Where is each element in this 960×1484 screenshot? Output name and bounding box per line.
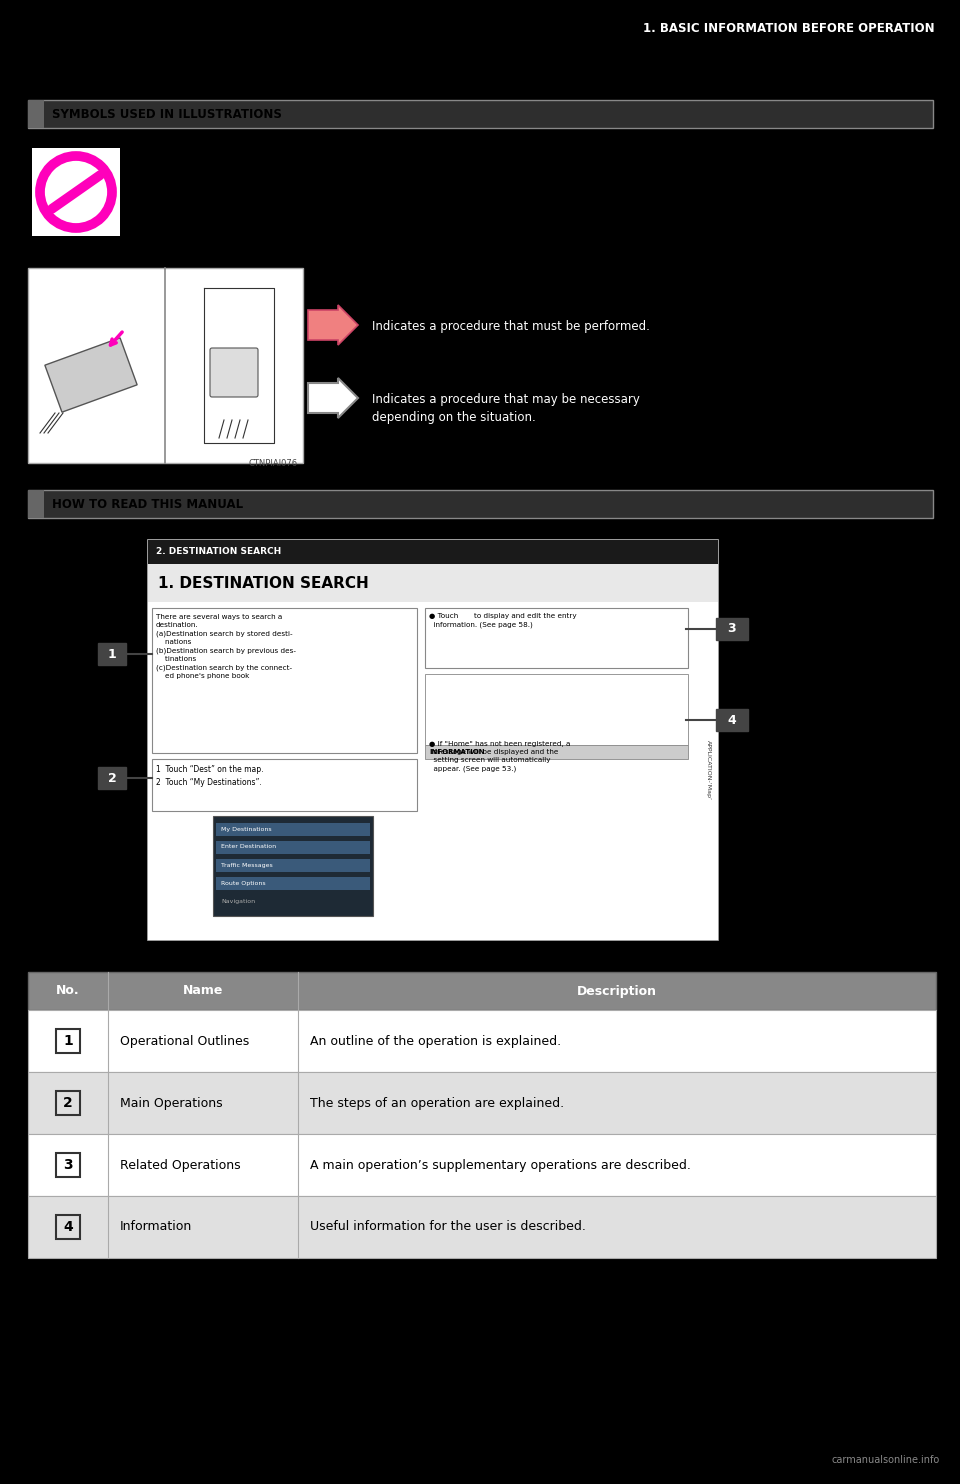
Text: INFORMATION: INFORMATION xyxy=(429,749,485,755)
Bar xyxy=(28,490,933,518)
Bar xyxy=(28,1011,936,1071)
Text: Traffic Messages: Traffic Messages xyxy=(221,862,273,868)
Bar xyxy=(28,99,933,128)
Text: HOW TO READ THIS MANUAL: HOW TO READ THIS MANUAL xyxy=(52,497,243,510)
Text: A main operation’s supplementary operations are described.: A main operation’s supplementary operati… xyxy=(310,1159,691,1171)
FancyBboxPatch shape xyxy=(210,349,258,398)
Text: 3: 3 xyxy=(728,622,736,635)
Text: Navigation: Navigation xyxy=(221,898,255,904)
Bar xyxy=(28,269,303,463)
Text: CTNPIAI076: CTNPIAI076 xyxy=(249,459,298,467)
Bar xyxy=(56,1091,80,1114)
Bar xyxy=(148,540,718,939)
Text: 1: 1 xyxy=(63,1034,73,1048)
Bar xyxy=(98,643,126,665)
Text: Useful information for the user is described.: Useful information for the user is descr… xyxy=(310,1220,586,1233)
Text: No.: No. xyxy=(57,984,80,997)
Bar xyxy=(28,1196,936,1258)
Text: An outline of the operation is explained.: An outline of the operation is explained… xyxy=(310,1034,562,1048)
Circle shape xyxy=(40,156,112,229)
Bar xyxy=(216,824,370,835)
Bar xyxy=(425,674,688,745)
Bar xyxy=(148,540,718,564)
Bar xyxy=(56,1028,80,1054)
Polygon shape xyxy=(308,378,358,418)
Text: Name: Name xyxy=(182,984,223,997)
Text: Indicates a procedure that must be performed.: Indicates a procedure that must be perfo… xyxy=(372,321,650,332)
Text: Description: Description xyxy=(577,984,657,997)
Text: carmanualsonline.info: carmanualsonline.info xyxy=(831,1454,940,1465)
Text: ● If "Home" has not been registered, a
  message will be displayed and the
  set: ● If "Home" has not been registered, a m… xyxy=(429,741,570,772)
Bar xyxy=(216,859,370,873)
Bar xyxy=(32,148,120,236)
Text: The steps of an operation are explained.: The steps of an operation are explained. xyxy=(310,1097,564,1110)
Bar xyxy=(216,841,370,853)
Bar xyxy=(716,709,748,732)
Bar xyxy=(28,1071,936,1134)
Text: Operational Outlines: Operational Outlines xyxy=(120,1034,250,1048)
Text: 2. DESTINATION SEARCH: 2. DESTINATION SEARCH xyxy=(156,548,281,556)
Polygon shape xyxy=(45,338,137,413)
Text: Route Options: Route Options xyxy=(221,880,266,886)
Text: 3: 3 xyxy=(63,1158,73,1172)
Text: Main Operations: Main Operations xyxy=(120,1097,223,1110)
Text: Related Operations: Related Operations xyxy=(120,1159,241,1171)
Bar xyxy=(216,877,370,890)
Text: APPLICATION-‘Map’: APPLICATION-‘Map’ xyxy=(706,741,710,800)
Bar xyxy=(98,767,126,789)
Bar xyxy=(152,608,417,752)
Text: Enter Destination: Enter Destination xyxy=(221,844,276,849)
Text: 2: 2 xyxy=(108,772,116,785)
Text: 1  Touch “Dest” on the map.
2  Touch “My Destinations”.: 1 Touch “Dest” on the map. 2 Touch “My D… xyxy=(156,764,263,787)
Bar xyxy=(56,1153,80,1177)
Text: Information: Information xyxy=(120,1220,192,1233)
Bar xyxy=(152,758,417,810)
Text: 4: 4 xyxy=(728,714,736,727)
Polygon shape xyxy=(308,306,358,344)
Text: ● Touch       to display and edit the entry
  information. (See page 58.): ● Touch to display and edit the entry in… xyxy=(429,613,577,628)
Bar xyxy=(28,972,936,1011)
Text: 1: 1 xyxy=(108,647,116,660)
Text: 4: 4 xyxy=(63,1220,73,1235)
Bar xyxy=(56,1215,80,1239)
Bar xyxy=(28,490,44,518)
Text: SYMBOLS USED IN ILLUSTRATIONS: SYMBOLS USED IN ILLUSTRATIONS xyxy=(52,107,282,120)
Bar xyxy=(213,816,373,916)
Text: My Destinations: My Destinations xyxy=(221,827,272,831)
Bar xyxy=(28,1134,936,1196)
Bar xyxy=(148,603,718,939)
Text: Indicates a procedure that may be necessary
depending on the situation.: Indicates a procedure that may be necess… xyxy=(372,393,640,424)
Bar xyxy=(425,745,688,758)
Text: There are several ways to search a
destination.
(a)Destination search by stored : There are several ways to search a desti… xyxy=(156,614,296,680)
Text: 1. DESTINATION SEARCH: 1. DESTINATION SEARCH xyxy=(158,576,369,591)
Bar xyxy=(148,564,718,603)
Bar xyxy=(28,99,44,128)
Bar xyxy=(425,608,688,668)
Bar xyxy=(716,617,748,640)
Text: 1. BASIC INFORMATION BEFORE OPERATION: 1. BASIC INFORMATION BEFORE OPERATION xyxy=(643,21,935,34)
Text: 2: 2 xyxy=(63,1097,73,1110)
